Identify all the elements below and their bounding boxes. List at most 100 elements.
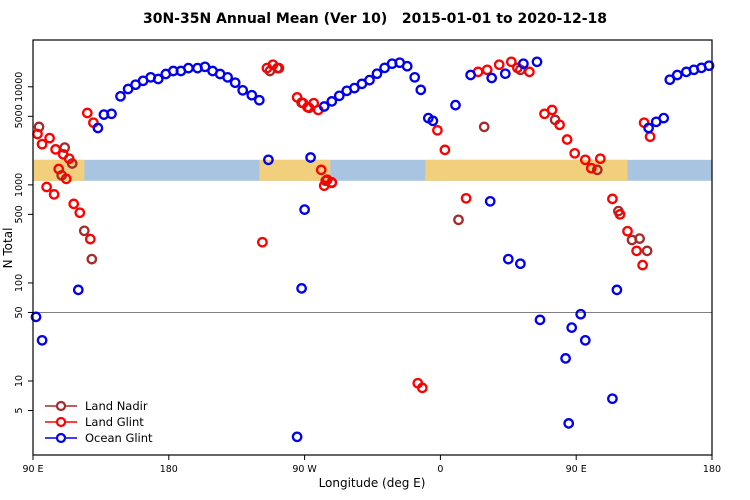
data-point-land-glint	[74, 207, 86, 219]
data-point-ocean-glint	[318, 101, 330, 112]
data-point-ocean-glint	[450, 99, 461, 111]
data-point-ocean-glint	[664, 74, 676, 86]
data-point-ocean-glint	[658, 112, 670, 124]
data-point-ocean-glint	[333, 90, 345, 102]
data-point-land-glint	[432, 124, 443, 136]
axis-ticks-layer: 90 E 180 90 W 0 90 E 180 10000 5000 1000 500 100 50…	[14, 72, 721, 475]
data-point-ocean-glint	[237, 84, 249, 96]
x-tick-label: 90 W	[292, 464, 317, 475]
ocean-glint-marker-icon	[44, 432, 78, 444]
data-point-land-glint	[416, 382, 428, 394]
x-tick-label: 90 E	[22, 464, 43, 475]
data-point-land-glint	[84, 233, 96, 245]
legend-item-land-glint: Land Glint	[44, 415, 153, 429]
data-point-land-glint	[63, 153, 75, 165]
data-point-land-glint	[637, 259, 648, 271]
data-point-land-glint	[554, 119, 565, 131]
data-point-ocean-glint	[36, 334, 48, 346]
data-point-ocean-glint	[534, 314, 546, 326]
data-point-land-glint	[607, 193, 618, 205]
data-point-ocean-glint	[401, 60, 413, 72]
data-point-land-glint	[493, 59, 505, 71]
data-point-land-glint	[60, 173, 72, 185]
y-tick-label: 50	[14, 306, 25, 318]
data-point-ocean-glint	[427, 115, 439, 127]
data-point-ocean-glint	[299, 204, 310, 215]
data-point-ocean-glint	[502, 253, 514, 265]
data-point-ocean-glint	[106, 108, 117, 120]
y-tick-label: 5	[14, 408, 25, 414]
data-point-land-nadir	[634, 233, 645, 244]
legend-item-land-nadir: Land Nadir	[44, 399, 153, 413]
data-point-ocean-glint	[115, 90, 126, 102]
data-point-ocean-glint	[607, 393, 618, 405]
data-point-land-glint	[48, 189, 60, 200]
data-point-ocean-glint	[72, 284, 84, 296]
y-axis-label: N Total	[1, 228, 15, 269]
data-point-land-glint	[622, 225, 633, 237]
data-point-land-glint	[579, 154, 591, 166]
data-point-ocean-glint	[518, 58, 529, 70]
data-point-ocean-glint	[222, 71, 233, 83]
data-points-layer	[30, 56, 715, 443]
plot-frame	[32, 39, 713, 456]
data-point-ocean-glint	[263, 154, 274, 166]
x-tick-label: 180	[160, 464, 178, 475]
data-point-ocean-glint	[92, 122, 104, 134]
data-point-land-glint	[524, 66, 535, 78]
data-point-ocean-glint	[152, 73, 164, 85]
y-tick-label: 5000	[14, 104, 25, 128]
data-point-ocean-glint	[560, 353, 571, 364]
x-tick-label: 0	[437, 464, 443, 475]
data-point-land-glint	[585, 162, 597, 174]
data-point-ocean-glint	[515, 258, 526, 270]
data-point-ocean-glint	[371, 68, 383, 80]
data-point-land-glint	[505, 56, 517, 68]
data-point-land-glint	[460, 192, 472, 204]
data-point-land-nadir	[641, 245, 653, 257]
legend-label-land-nadir: Land Nadir	[85, 399, 148, 413]
data-point-land-glint	[273, 62, 285, 74]
data-point-ocean-glint	[253, 94, 265, 106]
data-point-ocean-glint	[484, 195, 496, 207]
data-point-ocean-glint	[364, 74, 375, 86]
data-point-ocean-glint	[579, 334, 591, 346]
data-point-land-glint	[315, 164, 327, 176]
data-point-land-glint	[439, 144, 451, 156]
data-point-land-nadir	[86, 253, 98, 265]
legend-label-land-glint: Land Glint	[85, 415, 144, 429]
data-point-ocean-glint	[575, 308, 587, 320]
x-tick-label: 180	[703, 464, 721, 475]
data-point-ocean-glint	[703, 60, 715, 72]
data-point-ocean-glint	[296, 283, 307, 294]
x-tick-label: 90 E	[566, 464, 587, 475]
data-point-land-glint	[546, 104, 558, 116]
data-point-land-glint	[481, 64, 493, 76]
data-point-land-nadir	[453, 214, 464, 226]
data-point-land-glint	[68, 198, 80, 210]
data-point-land-glint	[41, 181, 52, 193]
x-axis-label: Longitude (deg E)	[319, 476, 426, 490]
data-point-ocean-glint	[122, 83, 134, 95]
map-band-land	[425, 159, 628, 181]
data-point-ocean-glint	[531, 56, 543, 68]
data-point-land-glint	[569, 147, 581, 159]
legend: Land Nadir Land Glint Ocean Glint	[44, 399, 153, 445]
data-point-ocean-glint	[409, 71, 421, 83]
data-point-land-glint	[257, 236, 268, 248]
y-tick-label: 10	[14, 375, 25, 387]
data-point-land-glint	[50, 144, 61, 155]
map-band-land	[33, 159, 85, 181]
data-point-ocean-glint	[183, 62, 194, 74]
data-point-land-glint	[53, 163, 65, 175]
data-point-land-glint	[318, 180, 330, 192]
data-point-land-glint	[614, 209, 626, 220]
data-point-ocean-glint	[499, 68, 511, 80]
legend-item-ocean-glint: Ocean Glint	[44, 431, 153, 445]
data-point-ocean-glint	[465, 69, 476, 81]
data-point-land-glint	[631, 245, 642, 257]
data-point-ocean-glint	[415, 84, 427, 96]
data-point-ocean-glint	[291, 431, 303, 443]
